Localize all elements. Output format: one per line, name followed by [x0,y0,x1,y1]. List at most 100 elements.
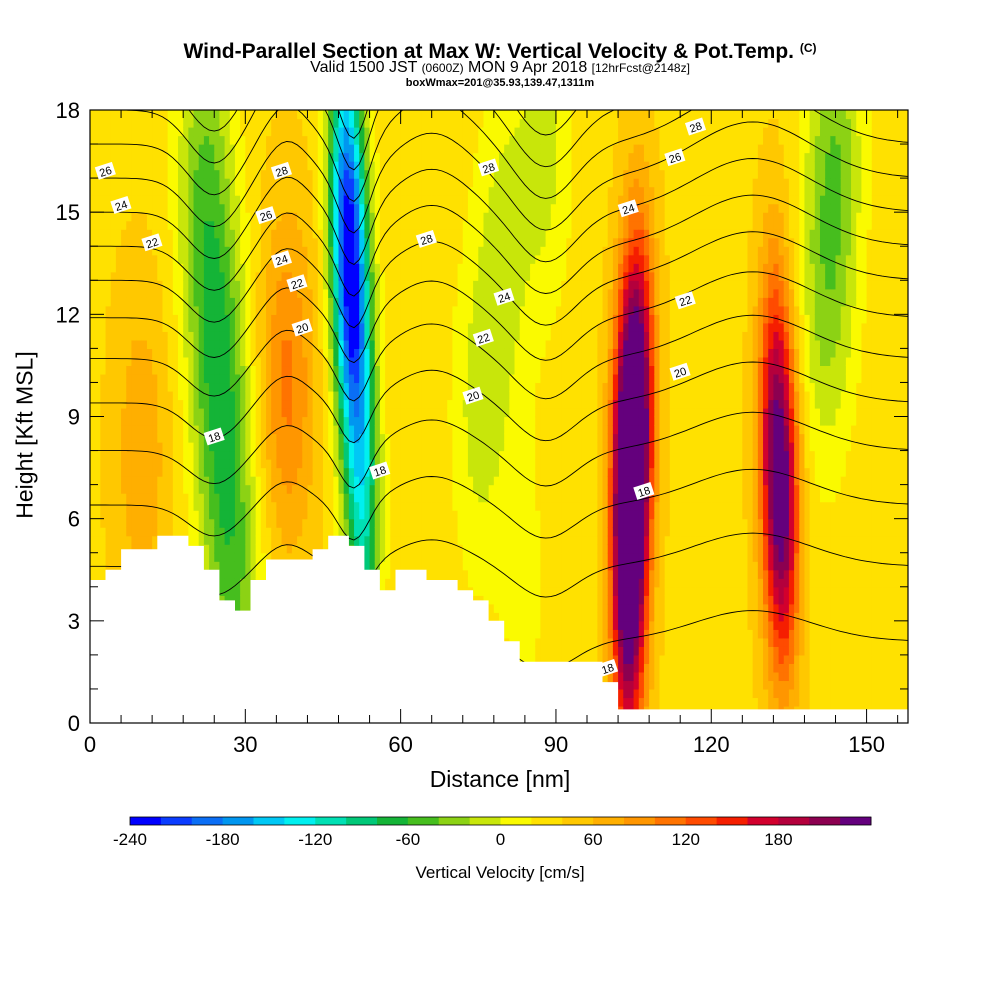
velocity-cell [152,331,158,341]
velocity-cell [245,561,252,571]
velocity-cell [286,450,293,460]
velocity-cell [188,348,195,358]
velocity-cell [224,263,231,273]
velocity-cell [359,263,365,273]
velocity-cell [219,314,226,324]
velocity-cell [203,425,210,435]
velocity-cell [245,110,252,120]
velocity-cell [436,229,443,239]
velocity-cell [291,186,298,196]
velocity-cell [105,118,112,128]
velocity-cell [302,348,309,358]
velocity-cell [276,348,283,358]
velocity-cell [240,169,246,179]
velocity-cell [209,365,215,375]
velocity-cell [431,407,438,418]
velocity-cell [390,348,397,358]
velocity-cell [395,365,402,375]
velocity-cell [291,254,298,264]
velocity-cell [442,246,448,256]
velocity-cell [95,552,101,562]
velocity-cell [157,305,164,315]
velocity-cell [178,263,184,273]
velocity-cell [136,527,143,537]
velocity-cell [110,161,117,171]
velocity-cell [105,382,112,392]
velocity-cell [359,433,365,443]
velocity-cell [255,229,262,239]
velocity-cell [317,365,324,375]
velocity-cell [90,425,96,435]
velocity-cell [348,203,355,213]
velocity-cell [442,450,448,460]
velocity-cell [431,450,438,460]
velocity-cell [385,263,391,273]
velocity-cell [110,305,117,315]
velocity-cell [245,237,252,247]
velocity-cell [183,493,189,503]
velocity-cell [385,169,391,179]
velocity-cell [110,501,117,511]
velocity-cell [431,552,438,562]
velocity-cell [369,229,376,239]
velocity-cell [333,305,340,315]
velocity-cell [322,305,329,315]
velocity-cell [266,552,272,562]
velocity-cell [400,467,407,477]
velocity-cell [214,322,221,332]
velocity-cell [219,561,226,571]
velocity-cell [369,305,376,315]
velocity-cell [172,314,179,324]
velocity-cell [183,169,189,179]
velocity-cell [110,271,117,281]
velocity-cell [214,561,221,571]
velocity-cell [105,314,112,324]
velocity-cell [322,186,329,196]
velocity-cell [343,263,350,273]
velocity-cell [121,220,127,230]
velocity-cell [162,407,169,418]
velocity-cell [100,110,107,120]
velocity-cell [307,493,314,503]
velocity-cell [245,399,252,409]
velocity-cell [167,246,174,256]
velocity-cell [126,195,133,205]
velocity-cell [255,331,262,341]
velocity-cell [126,501,133,511]
velocity-cell [105,322,112,332]
velocity-cell [178,110,184,120]
velocity-cell [322,416,329,426]
velocity-cell [193,118,200,128]
velocity-cell [209,135,215,145]
velocity-cell [209,322,215,332]
velocity-cell [343,212,350,222]
velocity-cell [255,382,262,392]
velocity-cell [271,305,277,315]
velocity-cell [115,118,122,128]
velocity-cell [421,305,428,315]
velocity-cell [100,425,107,435]
velocity-cell [400,365,407,375]
velocity-cell [224,161,231,171]
velocity-cell [188,254,195,264]
velocity-cell [322,169,329,179]
velocity-cell [405,390,412,401]
velocity-cell [110,288,117,298]
velocity-cell [250,195,257,205]
velocity-cell [369,237,376,247]
velocity-cell [400,220,407,230]
velocity-cell [141,280,148,290]
velocity-cell [359,339,365,349]
velocity-cell [369,280,376,290]
velocity-cell [105,271,112,281]
velocity-cell [193,425,200,435]
velocity-cell [146,220,153,230]
velocity-cell [416,493,422,503]
velocity-cell [395,161,402,171]
velocity-cell [416,271,422,281]
velocity-cell [126,246,133,256]
velocity-cell [260,280,267,290]
velocity-cell [369,484,376,494]
velocity-cell [95,144,101,154]
velocity-cell [115,339,122,349]
